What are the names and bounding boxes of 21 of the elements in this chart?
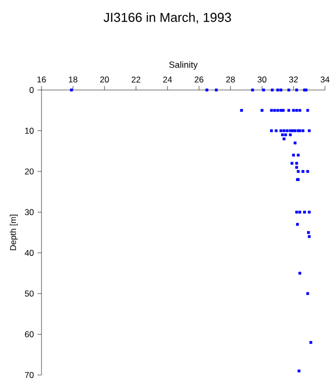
x-tick-label: 30 bbox=[258, 76, 266, 82]
y-axis-title: Depth [m] bbox=[10, 214, 18, 250]
chart-title: JI3166 in March, 1993 bbox=[104, 12, 231, 24]
x-axis-title: Salinity bbox=[169, 61, 198, 70]
y-tick-label: 0 bbox=[30, 87, 34, 93]
y-tick-label: 30 bbox=[24, 209, 34, 216]
y-tick-label: 10 bbox=[25, 128, 34, 134]
x-tick-label: 20 bbox=[100, 76, 109, 82]
y-tick-label: 60 bbox=[24, 331, 34, 338]
x-tick-label: 26 bbox=[194, 76, 204, 82]
y-tick-label: 20 bbox=[24, 168, 34, 174]
x-tick-label: 28 bbox=[226, 76, 235, 82]
x-tick-label: 16 bbox=[37, 76, 46, 82]
x-tick-label: 32 bbox=[289, 76, 298, 82]
x-tick-label: 34 bbox=[320, 76, 330, 82]
x-tick-label: 18 bbox=[68, 76, 78, 82]
x-tick-label: 22 bbox=[132, 76, 140, 82]
y-tick-label: 70 bbox=[24, 372, 34, 378]
y-tick-label: 40 bbox=[24, 250, 34, 256]
x-tick-label: 24 bbox=[163, 76, 172, 82]
y-tick-label: 50 bbox=[24, 290, 34, 297]
